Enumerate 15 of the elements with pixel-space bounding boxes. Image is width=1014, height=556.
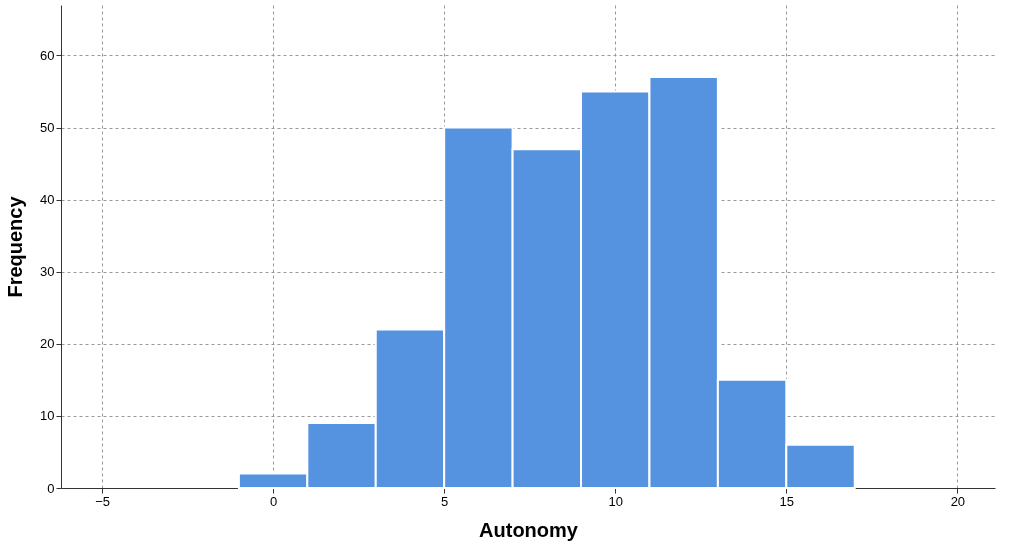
y-tick-label: 30 [40,264,55,280]
y-axis-title: Frequency [4,195,27,298]
y-tick-label: 0 [47,480,55,496]
x-tick-label: 0 [270,493,278,509]
x-axis-title: Autonomy [479,518,579,541]
x-tick-label: 10 [608,493,623,509]
x-tick-label: 5 [441,493,449,509]
x-tick-label: 15 [779,493,795,509]
y-tick-label: 50 [40,120,55,136]
x-tick-label: 20 [950,493,966,509]
y-tick-label: 10 [40,408,55,424]
y-tick-label: 60 [40,47,55,63]
y-tick-label: 40 [40,192,55,208]
x-tick-label: −5 [95,493,110,509]
y-tick-label: 20 [40,336,55,352]
